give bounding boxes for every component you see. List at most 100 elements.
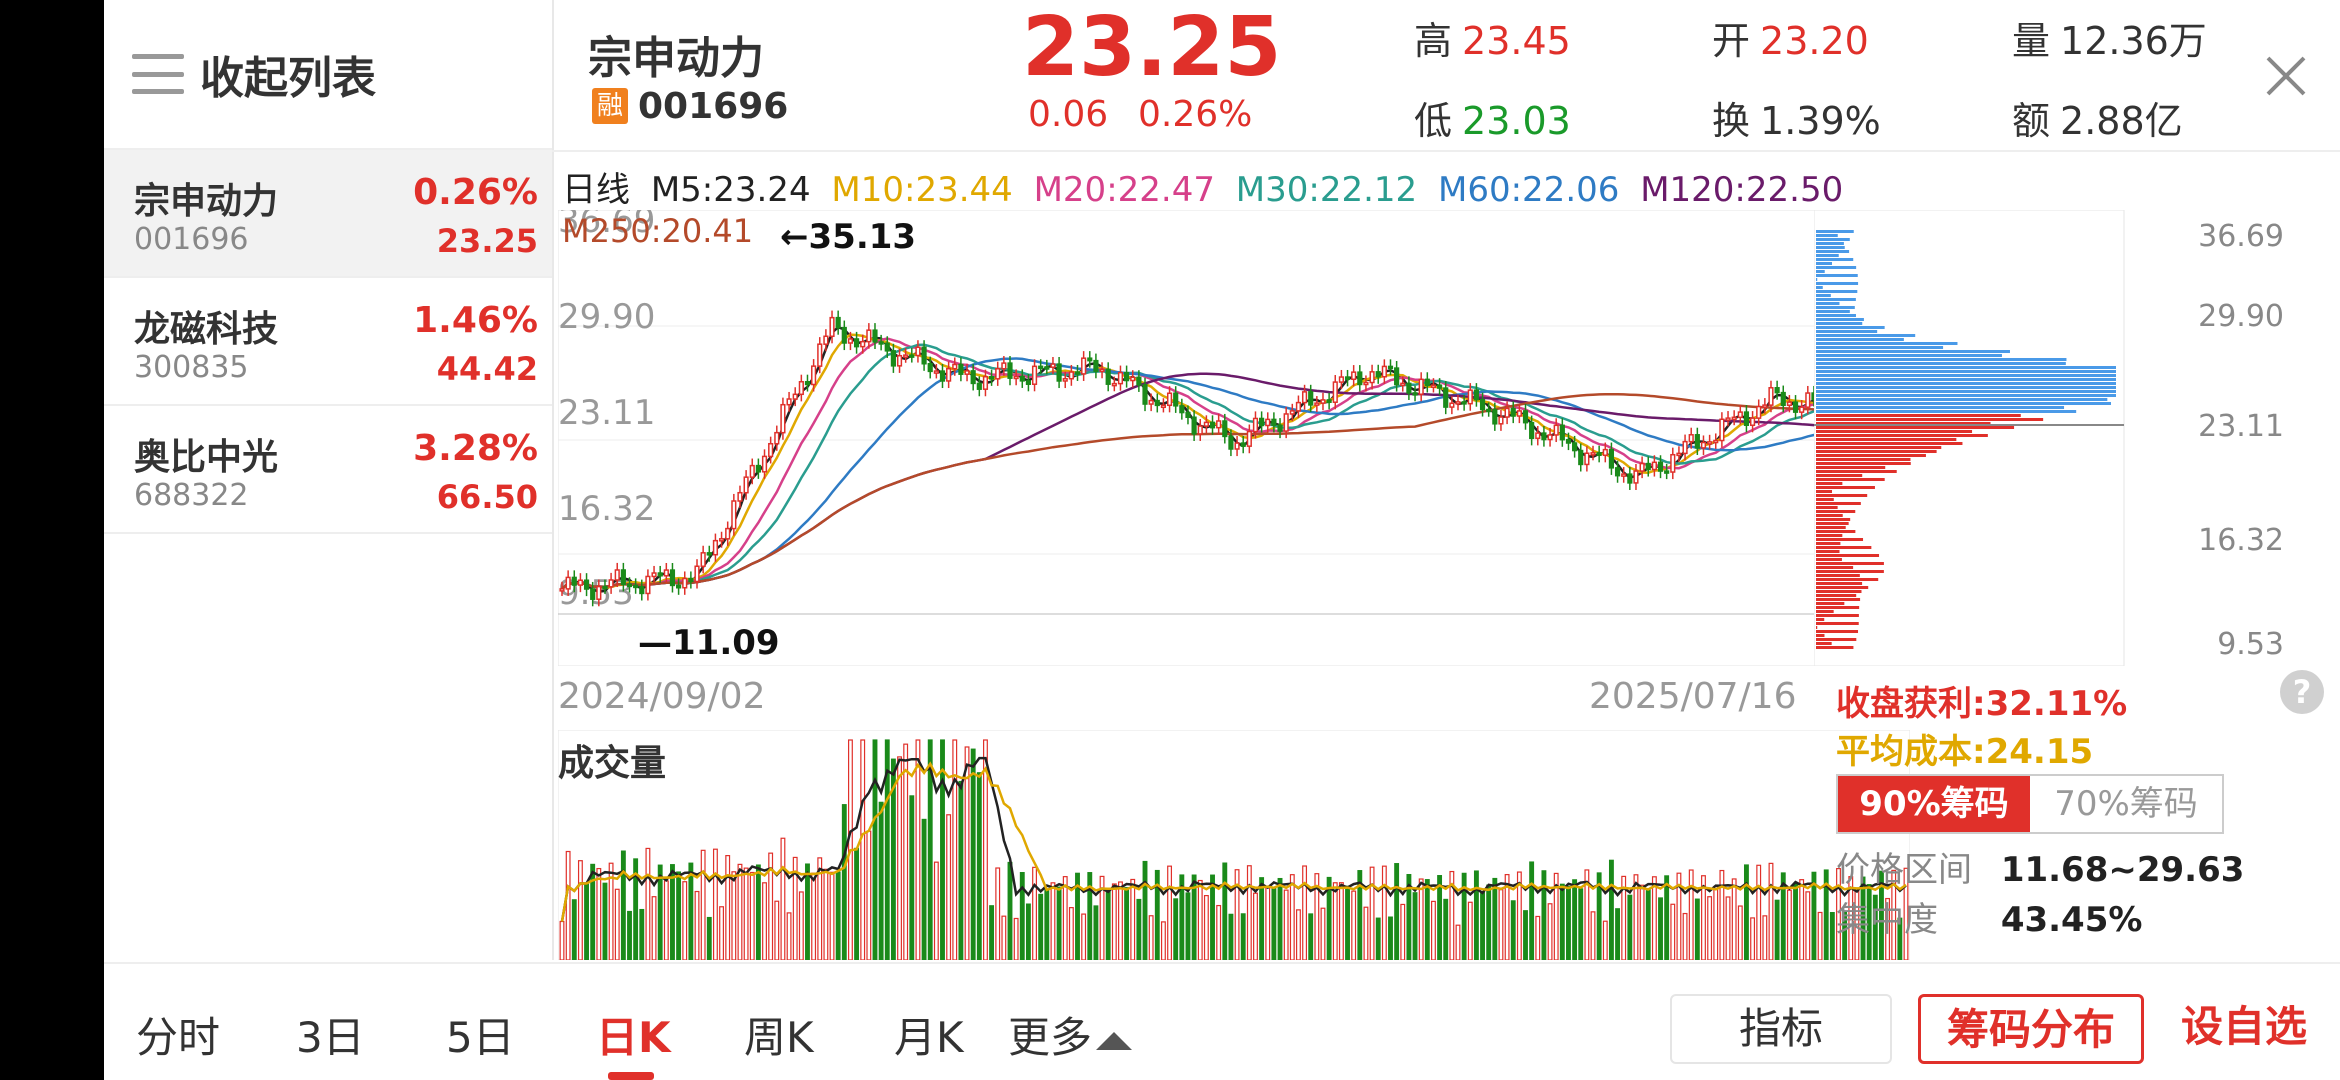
volume-bar — [596, 867, 602, 960]
stock-list-item[interactable]: 龙磁科技 300835 1.46% 44.42 — [104, 278, 552, 406]
volume-bar — [1572, 879, 1578, 960]
candle — [755, 464, 761, 473]
indicator-button[interactable]: 指标 — [1670, 994, 1892, 1064]
tab-70-chips[interactable]: 70%筹码 — [2054, 784, 2198, 824]
volume-bar — [1001, 915, 1007, 960]
candle — [853, 338, 860, 348]
candle — [792, 393, 798, 400]
close-icon[interactable] — [2256, 46, 2316, 106]
tab-more[interactable]: 更多 — [1008, 1004, 1133, 1065]
help-icon[interactable]: ? — [2280, 670, 2324, 714]
volume-bar — [915, 739, 921, 960]
candle — [1381, 365, 1387, 378]
price-tick-label: 29.90 — [558, 297, 655, 337]
add-watchlist-button[interactable]: 设自选 — [2180, 1002, 2307, 1051]
candle — [620, 569, 626, 586]
volume-bar — [1431, 900, 1436, 960]
volume-bar — [1400, 903, 1406, 960]
candle — [1467, 389, 1473, 405]
tab-daily-k[interactable]: 日K — [596, 1013, 671, 1062]
candle — [1553, 424, 1559, 436]
volume-bar — [1713, 885, 1719, 960]
volume-bar — [670, 864, 675, 960]
volume-bar — [614, 888, 620, 960]
candle — [1369, 371, 1375, 384]
volume-bar — [1062, 876, 1068, 960]
more-label: 更多 — [1008, 1013, 1093, 1062]
chip-bar — [1816, 638, 1857, 641]
tab-weekly-k[interactable]: 周K — [744, 1013, 814, 1062]
chip-bar — [1816, 582, 1863, 585]
volume-bar — [1848, 876, 1854, 960]
volume-bar — [1222, 862, 1228, 960]
volume-bar — [1111, 883, 1117, 960]
chip-bar — [1816, 554, 1880, 557]
volume-bar — [1118, 881, 1123, 960]
chip-bar — [1816, 430, 1973, 433]
candle — [651, 572, 657, 578]
stock-list-item[interactable]: 奥比中光 688322 3.28% 66.50 — [104, 406, 552, 534]
chip-bar — [1816, 538, 1864, 541]
stock-code: 688322 — [134, 478, 249, 513]
volume-bar — [780, 837, 786, 960]
volume-bar — [1682, 912, 1688, 960]
candle — [1044, 366, 1050, 370]
tab-90-chips[interactable]: 90%筹码 — [1838, 776, 2030, 832]
volume-bar — [1688, 869, 1694, 960]
candle — [682, 577, 688, 589]
candle — [1050, 363, 1056, 368]
margin-badge: 融 — [592, 88, 628, 124]
volume-bar — [1725, 896, 1731, 960]
volume-bar — [1786, 889, 1792, 960]
stock-price: 44.42 — [436, 350, 538, 388]
tab-monthly-k[interactable]: 月K — [894, 1013, 964, 1062]
volume-bar — [1160, 921, 1166, 960]
volume-bar — [1498, 889, 1504, 960]
candle — [1762, 404, 1768, 408]
volume-bar — [1130, 878, 1136, 960]
volume-bar — [1578, 888, 1584, 960]
candle — [565, 576, 571, 590]
candle — [1547, 434, 1553, 441]
candle — [1283, 413, 1289, 432]
chip-bar — [1816, 550, 1840, 553]
chip-bar — [1816, 438, 1957, 441]
ma120-value: M120:22.50 — [1640, 170, 1844, 210]
tab-3day[interactable]: 3日 — [296, 1013, 365, 1062]
stock-name: 奥比中光 — [134, 437, 279, 478]
candle — [1486, 408, 1492, 413]
volume-bar — [897, 756, 902, 960]
volume-bar — [1289, 874, 1295, 960]
stock-price: 66.50 — [436, 478, 538, 516]
candle — [1081, 357, 1087, 375]
volume-bar — [1351, 890, 1357, 960]
volume-bar — [1038, 893, 1044, 960]
chip-distribution-chart[interactable]: 36.69 29.90 23.11 16.32 9.53 — [1814, 210, 2334, 666]
candle — [946, 367, 952, 382]
chip-bar — [1816, 254, 1839, 257]
candle — [1013, 375, 1019, 380]
candle — [1001, 362, 1007, 370]
volume-bar — [1891, 869, 1897, 960]
chip-bar — [1816, 258, 1854, 261]
profit-ratio: 收盘获利:32.11% — [1836, 684, 2128, 724]
volume-bar — [1007, 861, 1013, 960]
stock-name: 宗申动力 — [134, 181, 279, 222]
chip-bar — [1816, 626, 1818, 629]
volume-bar — [1541, 870, 1547, 960]
stock-list-item[interactable]: 宗申动力 001696 0.26% 23.25 — [104, 150, 552, 278]
chip-distribution-button[interactable]: 筹码分布 — [1918, 994, 2144, 1064]
tab-5day[interactable]: 5日 — [446, 1013, 515, 1062]
candle — [817, 343, 823, 367]
collapse-list-button[interactable]: 收起列表 — [104, 0, 552, 150]
candle — [1351, 371, 1357, 381]
chip-bar — [1816, 566, 1854, 569]
candle — [1105, 368, 1111, 385]
tab-intraday[interactable]: 分时 — [136, 1013, 221, 1062]
candle — [1136, 376, 1142, 386]
volume-chart[interactable] — [558, 730, 1910, 960]
candle — [1173, 392, 1179, 407]
volume-bar — [1394, 863, 1400, 960]
volume-bar — [1467, 901, 1473, 960]
